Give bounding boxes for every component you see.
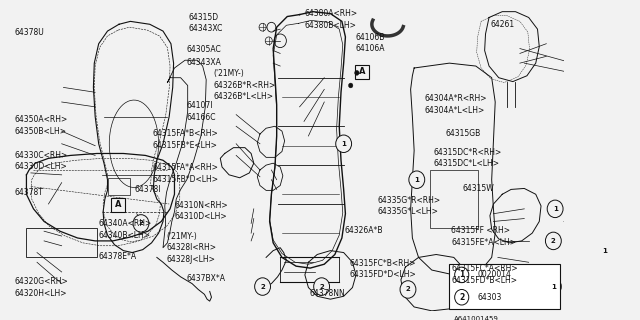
Text: 1: 1: [602, 248, 607, 254]
Text: 6437BX*A: 6437BX*A: [186, 274, 225, 283]
Circle shape: [314, 278, 330, 295]
Circle shape: [547, 200, 563, 218]
Circle shape: [409, 171, 425, 188]
Text: 64335G*L<LH>: 64335G*L<LH>: [378, 207, 438, 216]
Text: 64378U: 64378U: [14, 28, 44, 37]
Text: 64378NN: 64378NN: [309, 289, 345, 298]
Text: A641001459: A641001459: [454, 316, 499, 320]
Text: 64315FD*D<LH>: 64315FD*D<LH>: [349, 270, 417, 279]
Text: 64330D<LH>: 64330D<LH>: [14, 163, 67, 172]
Text: 64378E*A: 64378E*A: [99, 252, 137, 261]
Circle shape: [454, 290, 468, 305]
Text: 64315FD*B<LH>: 64315FD*B<LH>: [451, 276, 517, 285]
Text: 64340A<RH>: 64340A<RH>: [99, 219, 152, 228]
Text: 64315FE*A<LH>: 64315FE*A<LH>: [451, 238, 516, 247]
Text: 2: 2: [551, 238, 556, 244]
FancyBboxPatch shape: [111, 198, 125, 212]
Text: A: A: [115, 200, 122, 210]
Circle shape: [349, 83, 353, 88]
Text: 64380A<RH>: 64380A<RH>: [305, 10, 358, 19]
Text: ('21MY-): ('21MY-): [213, 69, 244, 78]
Text: 64315FA*A<RH>: 64315FA*A<RH>: [152, 163, 218, 172]
Text: 64330C<RH>: 64330C<RH>: [14, 151, 67, 160]
Text: 64315DC*R<RH>: 64315DC*R<RH>: [433, 148, 501, 157]
Text: 64315D: 64315D: [189, 12, 219, 21]
Circle shape: [355, 70, 359, 75]
Text: 64350B<LH>: 64350B<LH>: [14, 127, 66, 136]
Text: 64378I: 64378I: [134, 185, 161, 194]
Text: 64315DC*L<LH>: 64315DC*L<LH>: [433, 159, 499, 168]
Text: 64328I<RH>: 64328I<RH>: [166, 243, 216, 252]
Circle shape: [454, 267, 468, 283]
Text: 0020014: 0020014: [477, 270, 511, 279]
Circle shape: [133, 215, 149, 232]
Bar: [108, 178, 131, 195]
Text: 64320G<RH>: 64320G<RH>: [14, 277, 68, 286]
Text: 64326A*B: 64326A*B: [344, 226, 383, 235]
Text: 64335G*R<RH>: 64335G*R<RH>: [378, 196, 441, 205]
Text: 64378T: 64378T: [14, 188, 43, 197]
Text: 64310D<LH>: 64310D<LH>: [175, 212, 227, 221]
Text: 1: 1: [553, 206, 557, 212]
Text: A: A: [359, 68, 365, 76]
Text: 2: 2: [139, 220, 143, 227]
Text: 64340B<LH>: 64340B<LH>: [99, 231, 150, 240]
Circle shape: [545, 278, 561, 295]
Text: 2: 2: [319, 284, 324, 290]
Text: 1: 1: [551, 284, 556, 290]
FancyBboxPatch shape: [355, 65, 369, 79]
Text: 64328J<LH>: 64328J<LH>: [166, 255, 215, 264]
Text: 64315FB*D<LH>: 64315FB*D<LH>: [152, 175, 218, 184]
Text: 64343XA: 64343XA: [186, 58, 221, 67]
Text: 64326B*R<RH>: 64326B*R<RH>: [213, 81, 275, 90]
Text: 64106B: 64106B: [355, 33, 385, 42]
Text: 64315FC*A<RH>: 64315FC*A<RH>: [451, 264, 518, 273]
Text: 64304A*R<RH>: 64304A*R<RH>: [424, 94, 486, 103]
Bar: [430, 170, 479, 228]
Text: 64303: 64303: [477, 293, 502, 302]
Text: 64304A*L<LH>: 64304A*L<LH>: [424, 106, 484, 115]
Text: 64315FF <RH>: 64315FF <RH>: [451, 226, 510, 235]
Circle shape: [545, 232, 561, 250]
Text: 2: 2: [406, 286, 410, 292]
Circle shape: [400, 281, 416, 298]
Text: ('21MY-): ('21MY-): [166, 232, 197, 241]
Text: 64305AC: 64305AC: [186, 45, 221, 54]
Text: 64166C: 64166C: [186, 113, 216, 122]
Text: 64315FB*E<LH>: 64315FB*E<LH>: [152, 141, 217, 150]
Bar: [26, 228, 97, 257]
Text: 1: 1: [341, 141, 346, 147]
Bar: [449, 264, 559, 309]
Text: 64343XC: 64343XC: [189, 24, 223, 33]
Text: 64350A<RH>: 64350A<RH>: [14, 115, 67, 124]
Text: 1: 1: [414, 177, 419, 183]
Text: 64310N<RH>: 64310N<RH>: [175, 201, 228, 210]
Circle shape: [336, 135, 351, 153]
Text: 64315GB: 64315GB: [445, 129, 481, 138]
Text: 64315FC*B<RH>: 64315FC*B<RH>: [349, 259, 416, 268]
Text: 2: 2: [459, 293, 465, 302]
Text: 1: 1: [459, 270, 465, 279]
Circle shape: [596, 242, 612, 259]
Text: 64326B*L<LH>: 64326B*L<LH>: [213, 92, 273, 101]
Text: 64315W: 64315W: [463, 184, 494, 193]
Text: 64315FA*B<RH>: 64315FA*B<RH>: [152, 129, 218, 138]
Text: 64320H<LH>: 64320H<LH>: [14, 289, 67, 298]
Text: 64261: 64261: [491, 20, 515, 29]
Text: 64380B<LH>: 64380B<LH>: [305, 21, 356, 30]
Text: 64106A: 64106A: [355, 44, 385, 53]
Circle shape: [255, 278, 271, 295]
Text: 64107I: 64107I: [186, 101, 212, 110]
Text: 2: 2: [260, 284, 265, 290]
